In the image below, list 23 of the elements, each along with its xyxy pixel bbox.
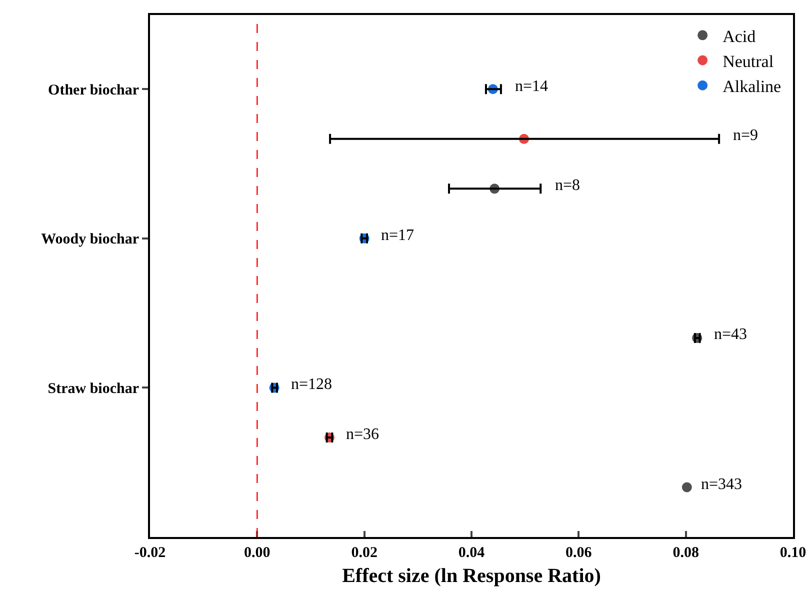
annotation: n=128	[291, 376, 332, 393]
annotation: n=36	[346, 426, 380, 443]
x-axis-title: Effect size (ln Response Ratio)	[342, 565, 601, 587]
x-tick-label: 0.06	[566, 545, 592, 561]
x-tick-label: 0.00	[244, 545, 270, 561]
y-tick-label: Woody biochar	[41, 232, 140, 248]
point	[682, 482, 692, 492]
x-tick-label: -0.02	[134, 545, 166, 561]
annotation: n=9	[733, 127, 758, 144]
y-tick-label: Other biochar	[48, 82, 140, 98]
x-tick-label: 0.04	[458, 545, 486, 561]
annotation: n=17	[381, 227, 414, 244]
legend-label: Alkaline	[722, 76, 782, 96]
annotation: n=343	[701, 476, 742, 493]
annotation: n=14	[515, 78, 548, 95]
x-tick-label: 0.10	[780, 545, 806, 561]
legend-label: Acid	[722, 26, 756, 46]
y-tick-label: Straw biochar	[48, 380, 140, 397]
legend-label: Neutral	[722, 52, 774, 71]
annotation: n=8	[555, 177, 580, 194]
annotation: n=43	[714, 326, 748, 343]
x-tick-label: 0.02	[351, 545, 378, 561]
x-tick-label: 0.08	[672, 545, 699, 561]
